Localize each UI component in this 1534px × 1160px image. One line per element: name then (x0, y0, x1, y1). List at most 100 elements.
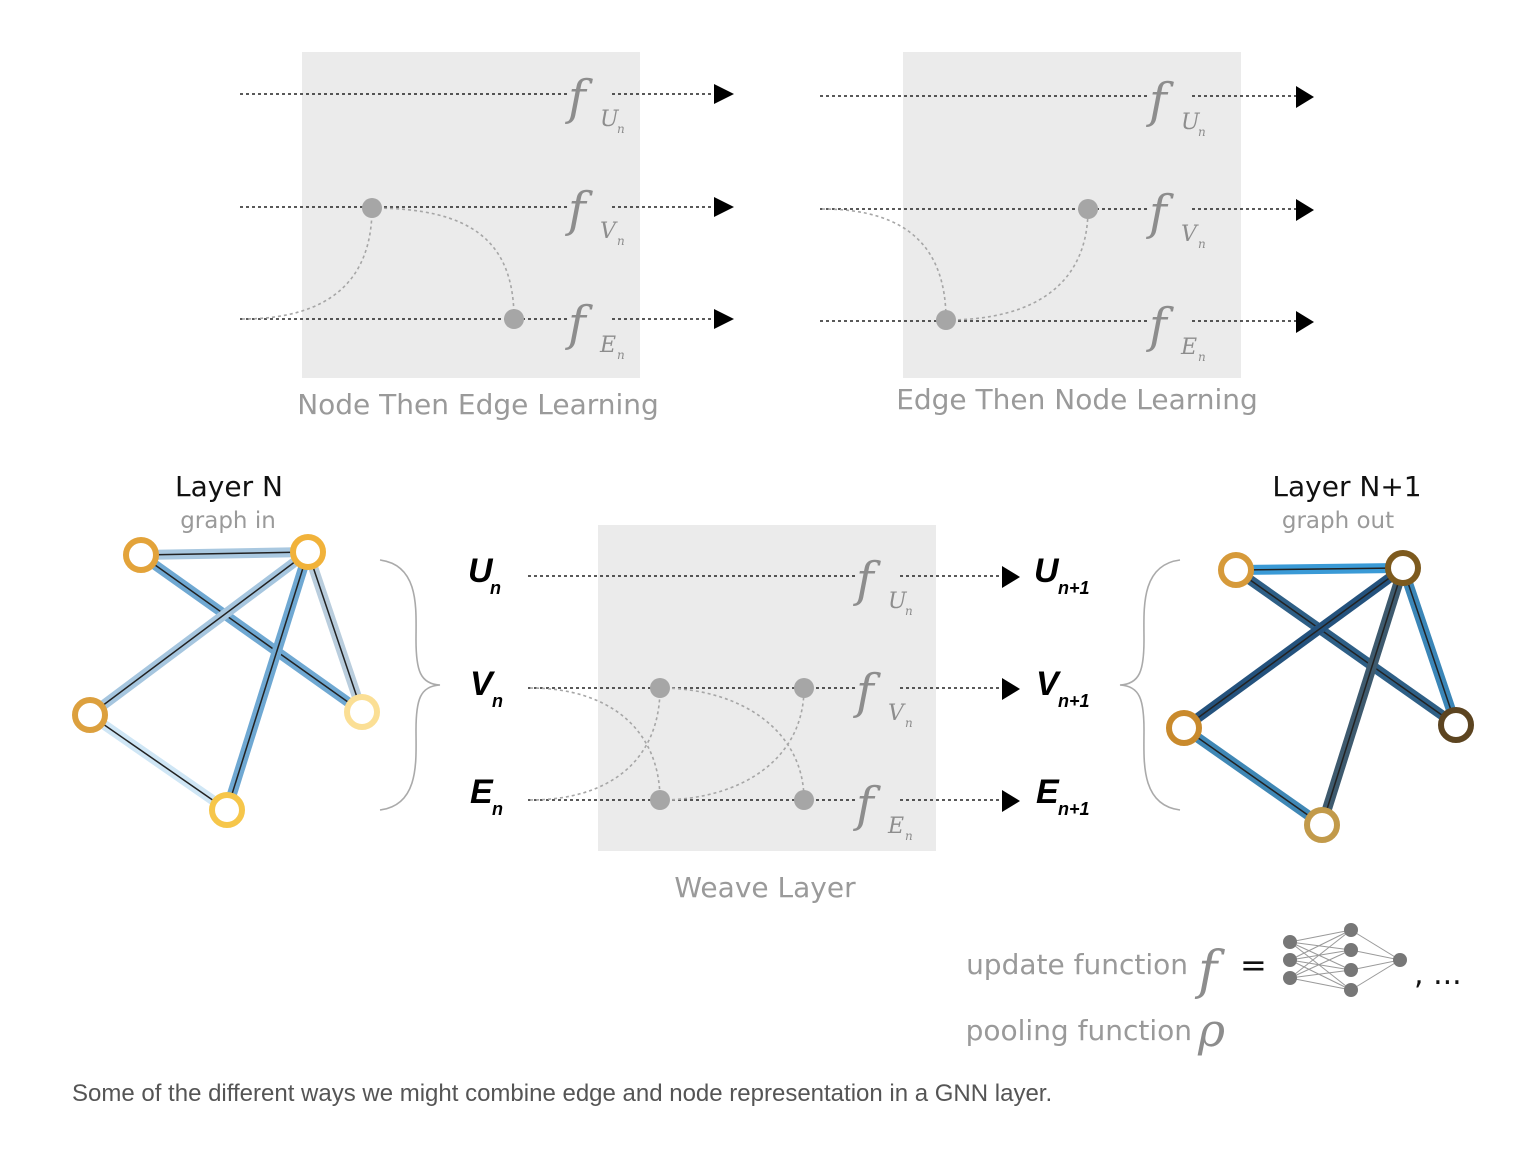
legend: update function f = , ... pooling functi… (966, 923, 1462, 1057)
update-f-symbol: f (1194, 941, 1225, 1001)
output-e: E (1036, 773, 1060, 811)
output-v: V (1036, 665, 1062, 703)
graph-node (1304, 807, 1340, 843)
weave-dot (650, 678, 670, 698)
input-e: E (470, 773, 494, 811)
f-e-sub: E (1180, 335, 1197, 360)
f-v-sub: V (1181, 222, 1199, 247)
graph-out-subtitle: graph out (1282, 508, 1394, 534)
equals-sign: = (1240, 946, 1267, 984)
f-e-subsub: n (905, 829, 913, 843)
edge-aggregate-dot (936, 310, 956, 330)
graph-node (123, 537, 159, 573)
v-arrow (714, 197, 734, 217)
update-function-label: update function (966, 948, 1188, 981)
graph-in-edges (87, 547, 367, 815)
graph-out-nodes (1166, 550, 1474, 843)
left-brace (379, 559, 441, 811)
graph-in: Layer N graph in (72, 470, 380, 828)
u-arrow (1002, 566, 1020, 588)
panel-bg (302, 52, 640, 378)
graph-edge-core (1183, 727, 1323, 826)
graph-node (290, 534, 326, 570)
v-arrow (1002, 678, 1020, 700)
f-v-sub: V (888, 701, 906, 726)
v-arrow (1296, 199, 1314, 221)
panel-title: Weave Layer (674, 871, 856, 904)
f-u-sub: U (888, 589, 908, 614)
f-u-subsub: n (617, 122, 625, 136)
edge-aggregate-dot (504, 309, 524, 329)
u-arrow (1296, 86, 1314, 108)
f-v-subsub: n (1198, 237, 1206, 251)
f-v-subsub: n (905, 716, 913, 730)
graph-node (1385, 550, 1421, 586)
panel-title: Edge Then Node Learning (896, 383, 1258, 416)
input-u-sub: n (490, 578, 501, 598)
graph-edge-core (89, 551, 309, 716)
weave-connector (529, 687, 661, 801)
e-arrow (1296, 311, 1314, 333)
rho-symbol: ρ (1197, 1003, 1225, 1057)
graph-node (1218, 552, 1254, 588)
weave-dot (650, 790, 670, 810)
graph-node (209, 792, 245, 828)
weave-panel: U n V n E n f U n f V n f E n U n+1 (468, 525, 1090, 904)
graph-in-subtitle: graph in (180, 508, 276, 534)
right-brace (1119, 559, 1181, 811)
graph-node (344, 694, 380, 730)
e-arrow (714, 309, 734, 329)
graph-edge-core (1235, 569, 1457, 726)
graph-edge-core (1183, 567, 1404, 729)
weave-dot (794, 678, 814, 698)
graph-edge-core (89, 714, 228, 811)
legend-ellipsis: , ... (1414, 957, 1462, 992)
graph-in-title: Layer N (175, 470, 283, 503)
panel-title: Node Then Edge Learning (297, 388, 659, 421)
graph-in-nodes (72, 534, 380, 828)
graph-out-title: Layer N+1 (1272, 470, 1421, 503)
graph-edge-core (140, 551, 309, 556)
panel-bg (903, 52, 1241, 378)
f-u-sub: U (1181, 110, 1201, 135)
input-e-sub: n (492, 799, 503, 819)
input-u: U (468, 552, 494, 590)
figure-caption: Some of the different ways we might comb… (72, 1080, 1053, 1107)
graph-node (1438, 707, 1474, 743)
input-v: V (470, 665, 496, 703)
output-e-sub: n+1 (1058, 799, 1090, 819)
graph-node (1166, 710, 1202, 746)
node-to-edge-connector (371, 207, 515, 320)
node-then-edge-panel: f U n f V n f E n Node Then Edge Learnin… (240, 52, 734, 421)
mlp-icon (1283, 923, 1407, 997)
f-u-subsub: n (1198, 125, 1206, 139)
f-e-subsub: n (617, 348, 625, 362)
weave-connector (529, 687, 661, 801)
graph-node (72, 697, 108, 733)
input-v-sub: n (492, 691, 503, 711)
f-e-subsub: n (1198, 350, 1206, 364)
graph-edge-core (1321, 567, 1404, 826)
edge-then-node-panel: f U n f V n f E n Edge Then Node Learnin… (820, 52, 1314, 416)
u-arrow (714, 84, 734, 104)
graph-out-edges (1181, 563, 1461, 830)
node-aggregate-dot (1078, 199, 1098, 219)
graph-out: Layer N+1 graph out (1166, 470, 1474, 843)
f-u-sub: U (600, 107, 620, 132)
graph-edge-core (1235, 567, 1404, 571)
f-u-subsub: n (905, 604, 913, 618)
graph-edge-core (307, 551, 363, 713)
node-aggregate-dot (362, 198, 382, 218)
pooling-function-label: pooling function (966, 1014, 1192, 1047)
f-v-sub: V (600, 219, 618, 244)
output-u: U (1034, 552, 1060, 590)
graph-edge-core (226, 551, 309, 811)
output-v-sub: n+1 (1058, 691, 1090, 711)
edge-to-node-connector (241, 207, 373, 320)
output-u-sub: n+1 (1058, 578, 1090, 598)
e-arrow (1002, 790, 1020, 812)
f-e-sub: E (887, 814, 904, 839)
graph-edge-core (1402, 567, 1457, 726)
f-v-subsub: n (617, 234, 625, 248)
